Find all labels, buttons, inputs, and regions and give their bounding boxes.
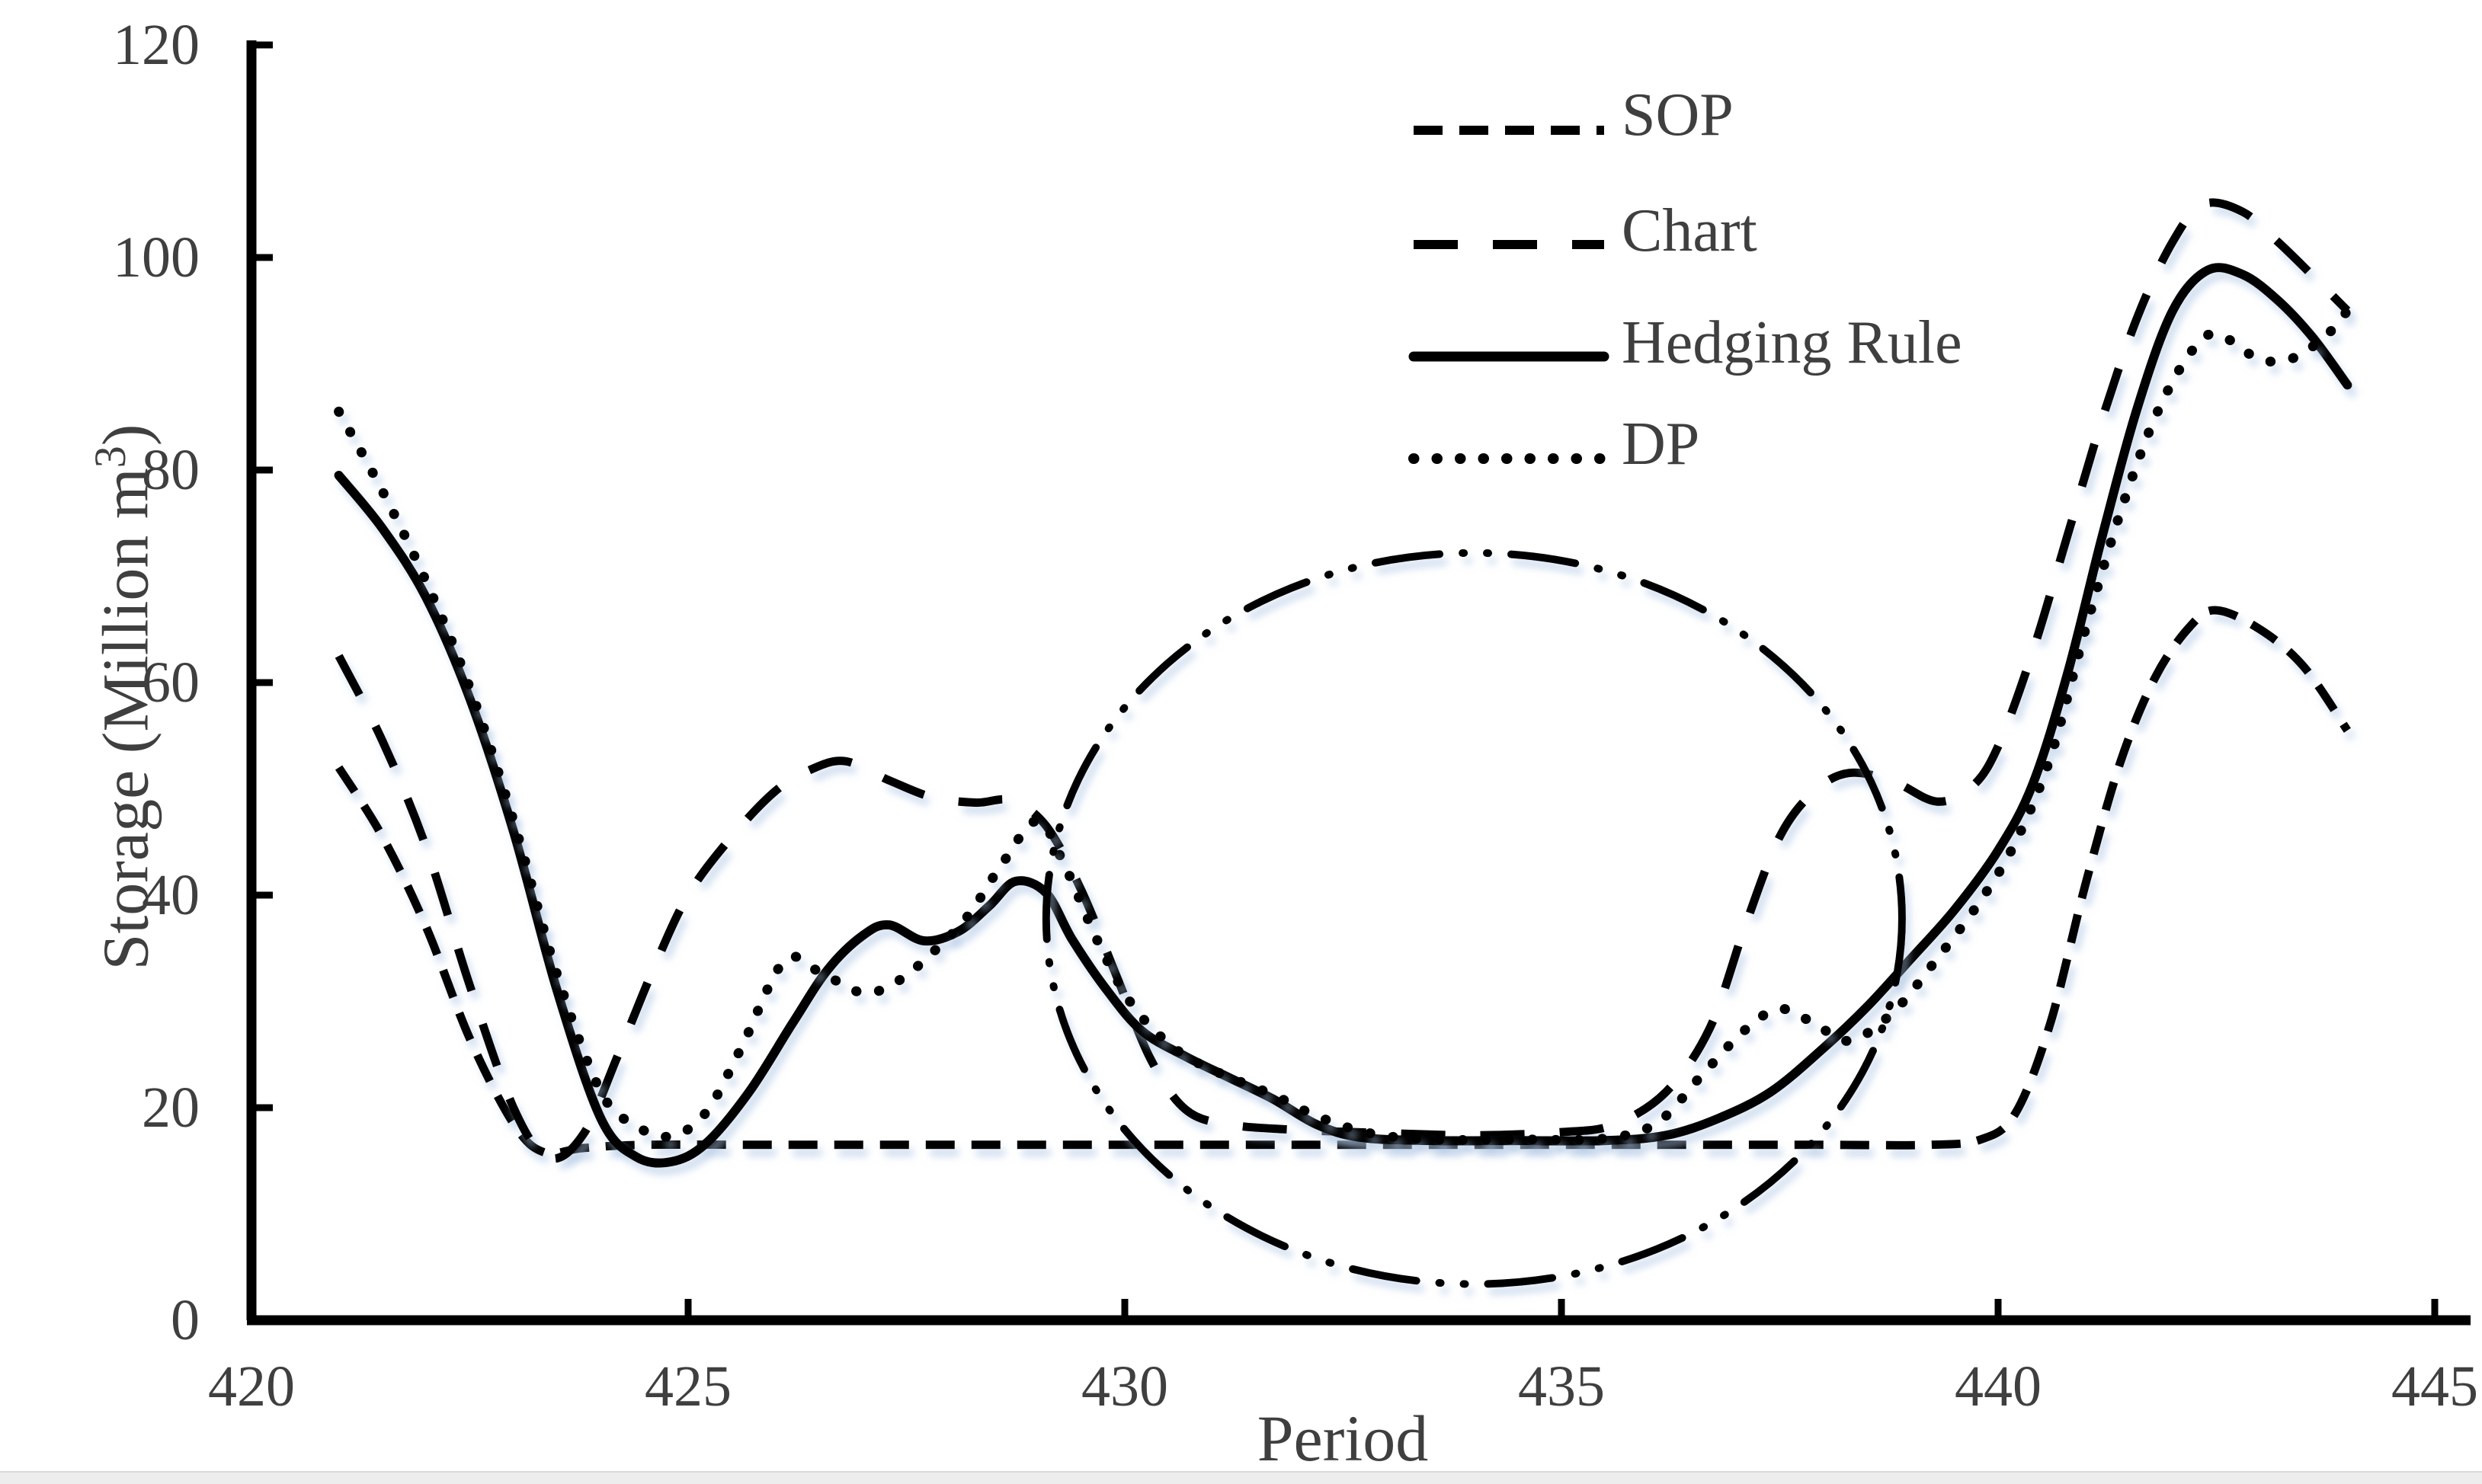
legend: SOP Chart Hedging Rule DP — [1414, 73, 2069, 523]
legend-label-hedging-rule: Hedging Rule — [1622, 309, 1962, 376]
y-axis-title: Storage (Million m3) — [69, 293, 162, 1101]
x-tick-label-435: 435 — [1518, 1354, 1605, 1418]
x-tick-label-440: 440 — [1955, 1354, 2042, 1418]
legend-item-hedging-rule: Hedging Rule — [1414, 301, 2069, 385]
y-tick-label-120: 120 — [113, 13, 200, 77]
legend-item-chart: Chart — [1414, 189, 2069, 273]
series-line-dp — [334, 305, 2352, 1145]
y-tick-label-80: 80 — [142, 438, 200, 502]
legend-label-chart: Chart — [1622, 197, 1757, 264]
legend-item-dp: DP — [1414, 402, 2069, 486]
window-bottom-edge — [0, 1471, 2482, 1484]
series-line-hedging-rule — [334, 263, 2352, 1168]
series-line-chart — [335, 198, 2351, 1163]
x-tick-label-445: 445 — [2391, 1354, 2478, 1418]
legend-label-sop: SOP — [1622, 82, 1734, 149]
y-tick-label-100: 100 — [113, 225, 200, 289]
annotation-ellipse — [1042, 549, 1906, 1288]
y-tick-label-0: 0 — [171, 1288, 200, 1352]
y-tick-label-20: 20 — [142, 1076, 200, 1140]
y-axis-title-superscript: 3 — [85, 446, 135, 469]
y-tick-label-60: 60 — [142, 651, 200, 715]
x-axis-title: Period — [1257, 1402, 1429, 1475]
y-axis-title-text: Storage (Million m — [88, 468, 162, 971]
legend-sample-layer — [1408, 126, 1609, 464]
legend-label-dp: DP — [1622, 411, 1700, 478]
y-axis-title-close: ) — [88, 424, 162, 446]
x-tick-label-430: 430 — [1081, 1354, 1168, 1418]
series-line-sop — [335, 606, 2351, 1158]
annotation-layer — [1042, 549, 1906, 1288]
axes-layer — [246, 40, 2471, 1326]
y-tick-label-40: 40 — [142, 863, 200, 927]
series-layer — [334, 198, 2352, 1168]
x-tick-label-425: 425 — [645, 1354, 732, 1418]
legend-item-sop: SOP — [1414, 73, 2069, 157]
x-tick-label-420: 420 — [208, 1354, 295, 1418]
